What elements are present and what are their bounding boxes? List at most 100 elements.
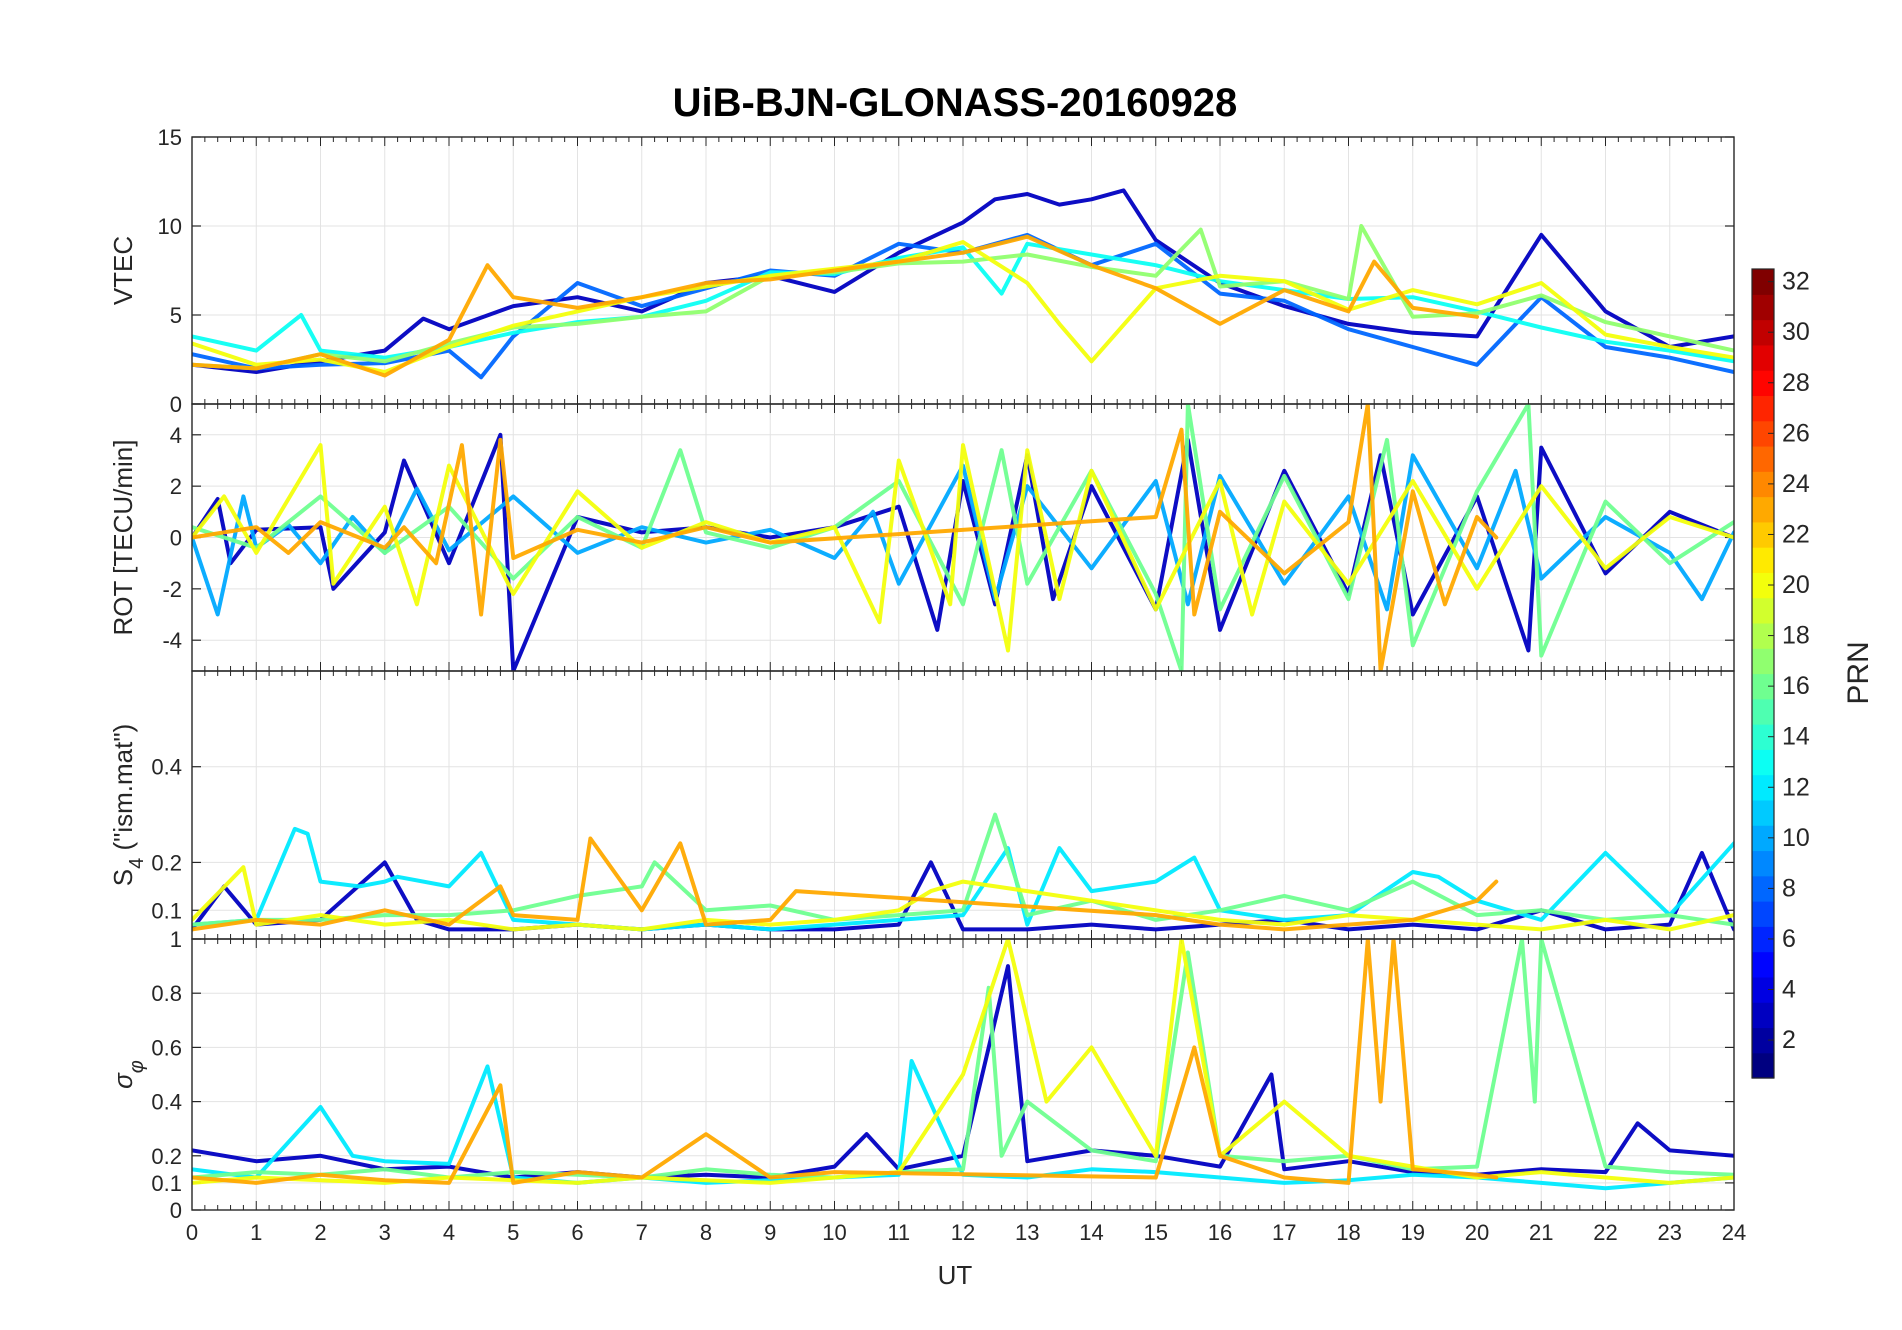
y-tick-label: 0 (170, 1198, 182, 1223)
y-axis-label-vtec: VTEC (108, 236, 138, 305)
x-tick-label: 2 (314, 1220, 326, 1245)
colorbar-segment (1752, 395, 1774, 422)
colorbar-segment (1752, 496, 1774, 523)
series-group (192, 939, 1734, 1191)
colorbar-segment (1752, 825, 1774, 852)
x-tick-label: 10 (822, 1220, 846, 1245)
colorbar-segment (1752, 951, 1774, 978)
colorbar-segment (1752, 521, 1774, 548)
y-tick-label: 0 (170, 526, 182, 551)
colorbar-tick-label: 24 (1782, 470, 1810, 498)
colorbar-segment (1752, 597, 1774, 624)
colorbar-tick-label: 22 (1782, 520, 1810, 548)
colorbar-tick-label: 14 (1782, 723, 1810, 751)
x-tick-label: 15 (1144, 1220, 1168, 1245)
x-tick-label: 6 (571, 1220, 583, 1245)
y-axis-label-sigma: σφ (108, 1060, 148, 1089)
y-tick-label: 0.1 (151, 898, 182, 923)
colorbar-segment (1752, 799, 1774, 826)
y-tick-label: 0.6 (151, 1035, 182, 1060)
colorbar-segment (1752, 901, 1774, 927)
series-line-s4-prn-23 (192, 836, 1499, 932)
y-tick-label: 0.2 (151, 1144, 182, 1169)
x-tick-label: 13 (1015, 1220, 1039, 1245)
x-axis-label: UT (938, 1260, 973, 1290)
x-tick-label: 8 (700, 1220, 712, 1245)
x-tick-label: 12 (951, 1220, 975, 1245)
colorbar-segment (1752, 1052, 1774, 1079)
colorbar-segment (1752, 294, 1774, 321)
x-tick-label: 24 (1722, 1220, 1746, 1245)
colorbar-segment (1752, 370, 1774, 397)
colorbar-segment (1752, 319, 1774, 346)
colorbar-segment (1752, 344, 1774, 371)
y-tick-label: 0.1 (151, 1171, 182, 1196)
y-tick-label: 1 (170, 927, 182, 952)
x-tick-label: 5 (507, 1220, 519, 1245)
series-line-s4-prn-3 (192, 850, 1734, 932)
colorbar-tick-label: 10 (1782, 824, 1810, 852)
y-axis-label-main: σ (108, 1072, 138, 1089)
colorbar-segment (1752, 976, 1774, 1003)
series-line-vtec-prn-20 (192, 240, 1734, 374)
y-tick-label: 0.8 (151, 981, 182, 1006)
colorbar-segment (1752, 875, 1774, 902)
x-tick-label: 1 (250, 1220, 262, 1245)
x-tick-label: 7 (636, 1220, 648, 1245)
series-line-vtec-prn-23 (192, 234, 1479, 378)
colorbar-segment (1752, 673, 1774, 700)
y-tick-label: -4 (162, 628, 182, 653)
x-tick-label: 4 (443, 1220, 455, 1245)
colorbar-tick-label: 28 (1782, 369, 1810, 397)
series-line-rot-prn-23 (192, 404, 1499, 671)
y-tick-label: 0.4 (151, 755, 182, 780)
x-tick-label: 23 (1658, 1220, 1682, 1245)
colorbar-tick-label: 12 (1782, 773, 1810, 801)
colorbar-tick-label: 18 (1782, 622, 1810, 650)
series-group (192, 404, 1734, 671)
colorbar-segment (1752, 648, 1774, 675)
colorbar-tick-label: 32 (1782, 268, 1810, 296)
colorbar-segment (1752, 698, 1774, 725)
series-line-sigma-prn-16 (192, 939, 1734, 1180)
colorbar-segment (1752, 572, 1774, 599)
y-axis-label-rot: ROT [TECU/min] (108, 440, 138, 636)
colorbar-segment (1752, 926, 1774, 953)
colorbar-segment (1752, 622, 1774, 649)
y-tick-label: 5 (170, 303, 182, 328)
colorbar-segment (1752, 420, 1774, 447)
series-group (192, 188, 1734, 380)
x-tick-label: 11 (887, 1220, 910, 1245)
colorbar-segment (1752, 445, 1774, 472)
colorbar-segment (1752, 547, 1774, 573)
colorbar-tick-label: 8 (1782, 874, 1796, 902)
y-tick-label: 10 (158, 214, 182, 239)
series-line-s4-prn-12 (192, 826, 1734, 932)
x-tick-label: 19 (1401, 1220, 1425, 1245)
x-tick-label: 22 (1593, 1220, 1617, 1245)
series-line-vtec-prn-3 (192, 188, 1734, 374)
y-axis-label-sub: φ (126, 1060, 148, 1073)
y-axis-label-s4: S4 ("ism.mat") (108, 724, 148, 886)
series-line-sigma-prn-23 (192, 939, 1499, 1185)
series-group (192, 812, 1734, 932)
colorbar-tick-label: 20 (1782, 571, 1810, 599)
colorbar-segment (1752, 749, 1774, 776)
y-tick-label: 0 (170, 392, 182, 417)
y-tick-label: 2 (170, 474, 182, 499)
colorbar-segment (1752, 724, 1774, 750)
colorbar-segment (1752, 774, 1774, 801)
colorbar-segment (1752, 1027, 1774, 1054)
chart-title: UiB-BJN-GLONASS-20160928 (673, 81, 1238, 125)
colorbar-frame (1751, 268, 1775, 1079)
colorbar-segment (1752, 269, 1774, 295)
colorbar-segment (1752, 1002, 1774, 1029)
x-tick-label: 14 (1079, 1220, 1103, 1245)
colorbar-tick-label: 16 (1782, 672, 1810, 700)
x-tick-label: 17 (1272, 1220, 1296, 1245)
x-tick-label: 0 (186, 1220, 198, 1245)
series-line-vtec-prn-8 (192, 232, 1734, 380)
